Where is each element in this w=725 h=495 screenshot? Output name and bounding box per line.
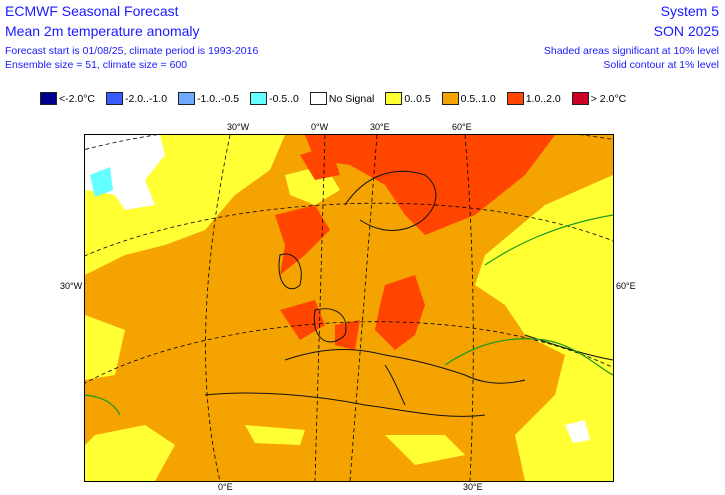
- lon-label-bottom: 0°E: [218, 482, 233, 492]
- lon-label-top: 0°W: [311, 122, 329, 132]
- legend: <-2.0°C -2.0..-1.0 -1.0..-0.5 -0.5..0 No…: [40, 92, 637, 105]
- anomaly-map-canvas: [85, 135, 613, 481]
- legend-label: -1.0..-0.5: [197, 92, 240, 105]
- legend-swatch: [441, 92, 459, 105]
- legend-label: 0..0.5: [404, 92, 431, 105]
- season-label: SON 2025: [653, 23, 719, 39]
- anomaly-1-2-areas: [275, 135, 555, 350]
- legend-label: <-2.0°C: [59, 92, 96, 105]
- legend-label: 1.0..2.0: [525, 92, 561, 105]
- legend-item: 0..0.5: [385, 92, 431, 105]
- lon-label-top: 60°E: [452, 122, 472, 132]
- anomaly-neg-0.5-0-area: [90, 167, 113, 197]
- ensemble-info: Ensemble size = 51, climate size = 600: [5, 59, 188, 71]
- legend-item: No Signal: [309, 92, 375, 105]
- legend-label: > 2.0°C: [590, 92, 627, 105]
- legend-item: > 2.0°C: [571, 92, 627, 105]
- forecast-info: Forecast start is 01/08/25, climate peri…: [5, 45, 259, 57]
- graticule: [85, 135, 613, 481]
- legend-label: 0.5..1.0: [460, 92, 496, 105]
- lon-label-left: 30°W: [60, 281, 83, 291]
- legend-item: <-2.0°C: [40, 92, 95, 105]
- lon-label-top: 30°E: [370, 122, 390, 132]
- legend-swatch: [309, 92, 327, 105]
- legend-swatch: [571, 92, 589, 105]
- legend-item: 0.5..1.0: [441, 92, 496, 105]
- lon-label-right: 60°E: [616, 281, 636, 291]
- legend-swatch: [506, 92, 524, 105]
- legend-swatch: [250, 92, 268, 105]
- title: ECMWF Seasonal Forecast: [5, 3, 179, 19]
- significance-contours: [85, 214, 613, 416]
- legend-label: -0.5..0: [269, 92, 299, 105]
- legend-item: -2.0..-1.0: [106, 92, 167, 105]
- legend-swatch: [385, 92, 403, 105]
- legend-item: -1.0..-0.5: [178, 92, 239, 105]
- legend-swatch: [178, 92, 196, 105]
- legend-label: No Signal: [328, 92, 375, 105]
- significance-1-note: Solid contour at 1% level: [603, 59, 719, 71]
- significance-10-note: Shaded areas significant at 10% level: [543, 45, 719, 57]
- legend-swatch: [106, 92, 124, 105]
- legend-item: -0.5..0: [250, 92, 299, 105]
- legend-label: -2.0..-1.0: [125, 92, 168, 105]
- lon-label-bottom: 30°E: [463, 482, 483, 492]
- legend-item: 1.0..2.0: [506, 92, 561, 105]
- anomaly-0-0.5-areas: [85, 135, 613, 481]
- system-label: System 5: [660, 3, 719, 19]
- coastlines: [204, 170, 613, 417]
- subtitle: Mean 2m temperature anomaly: [5, 23, 200, 39]
- legend-swatch: [40, 92, 57, 105]
- lon-label-top: 30°W: [227, 122, 250, 132]
- anomaly-map: [84, 134, 614, 482]
